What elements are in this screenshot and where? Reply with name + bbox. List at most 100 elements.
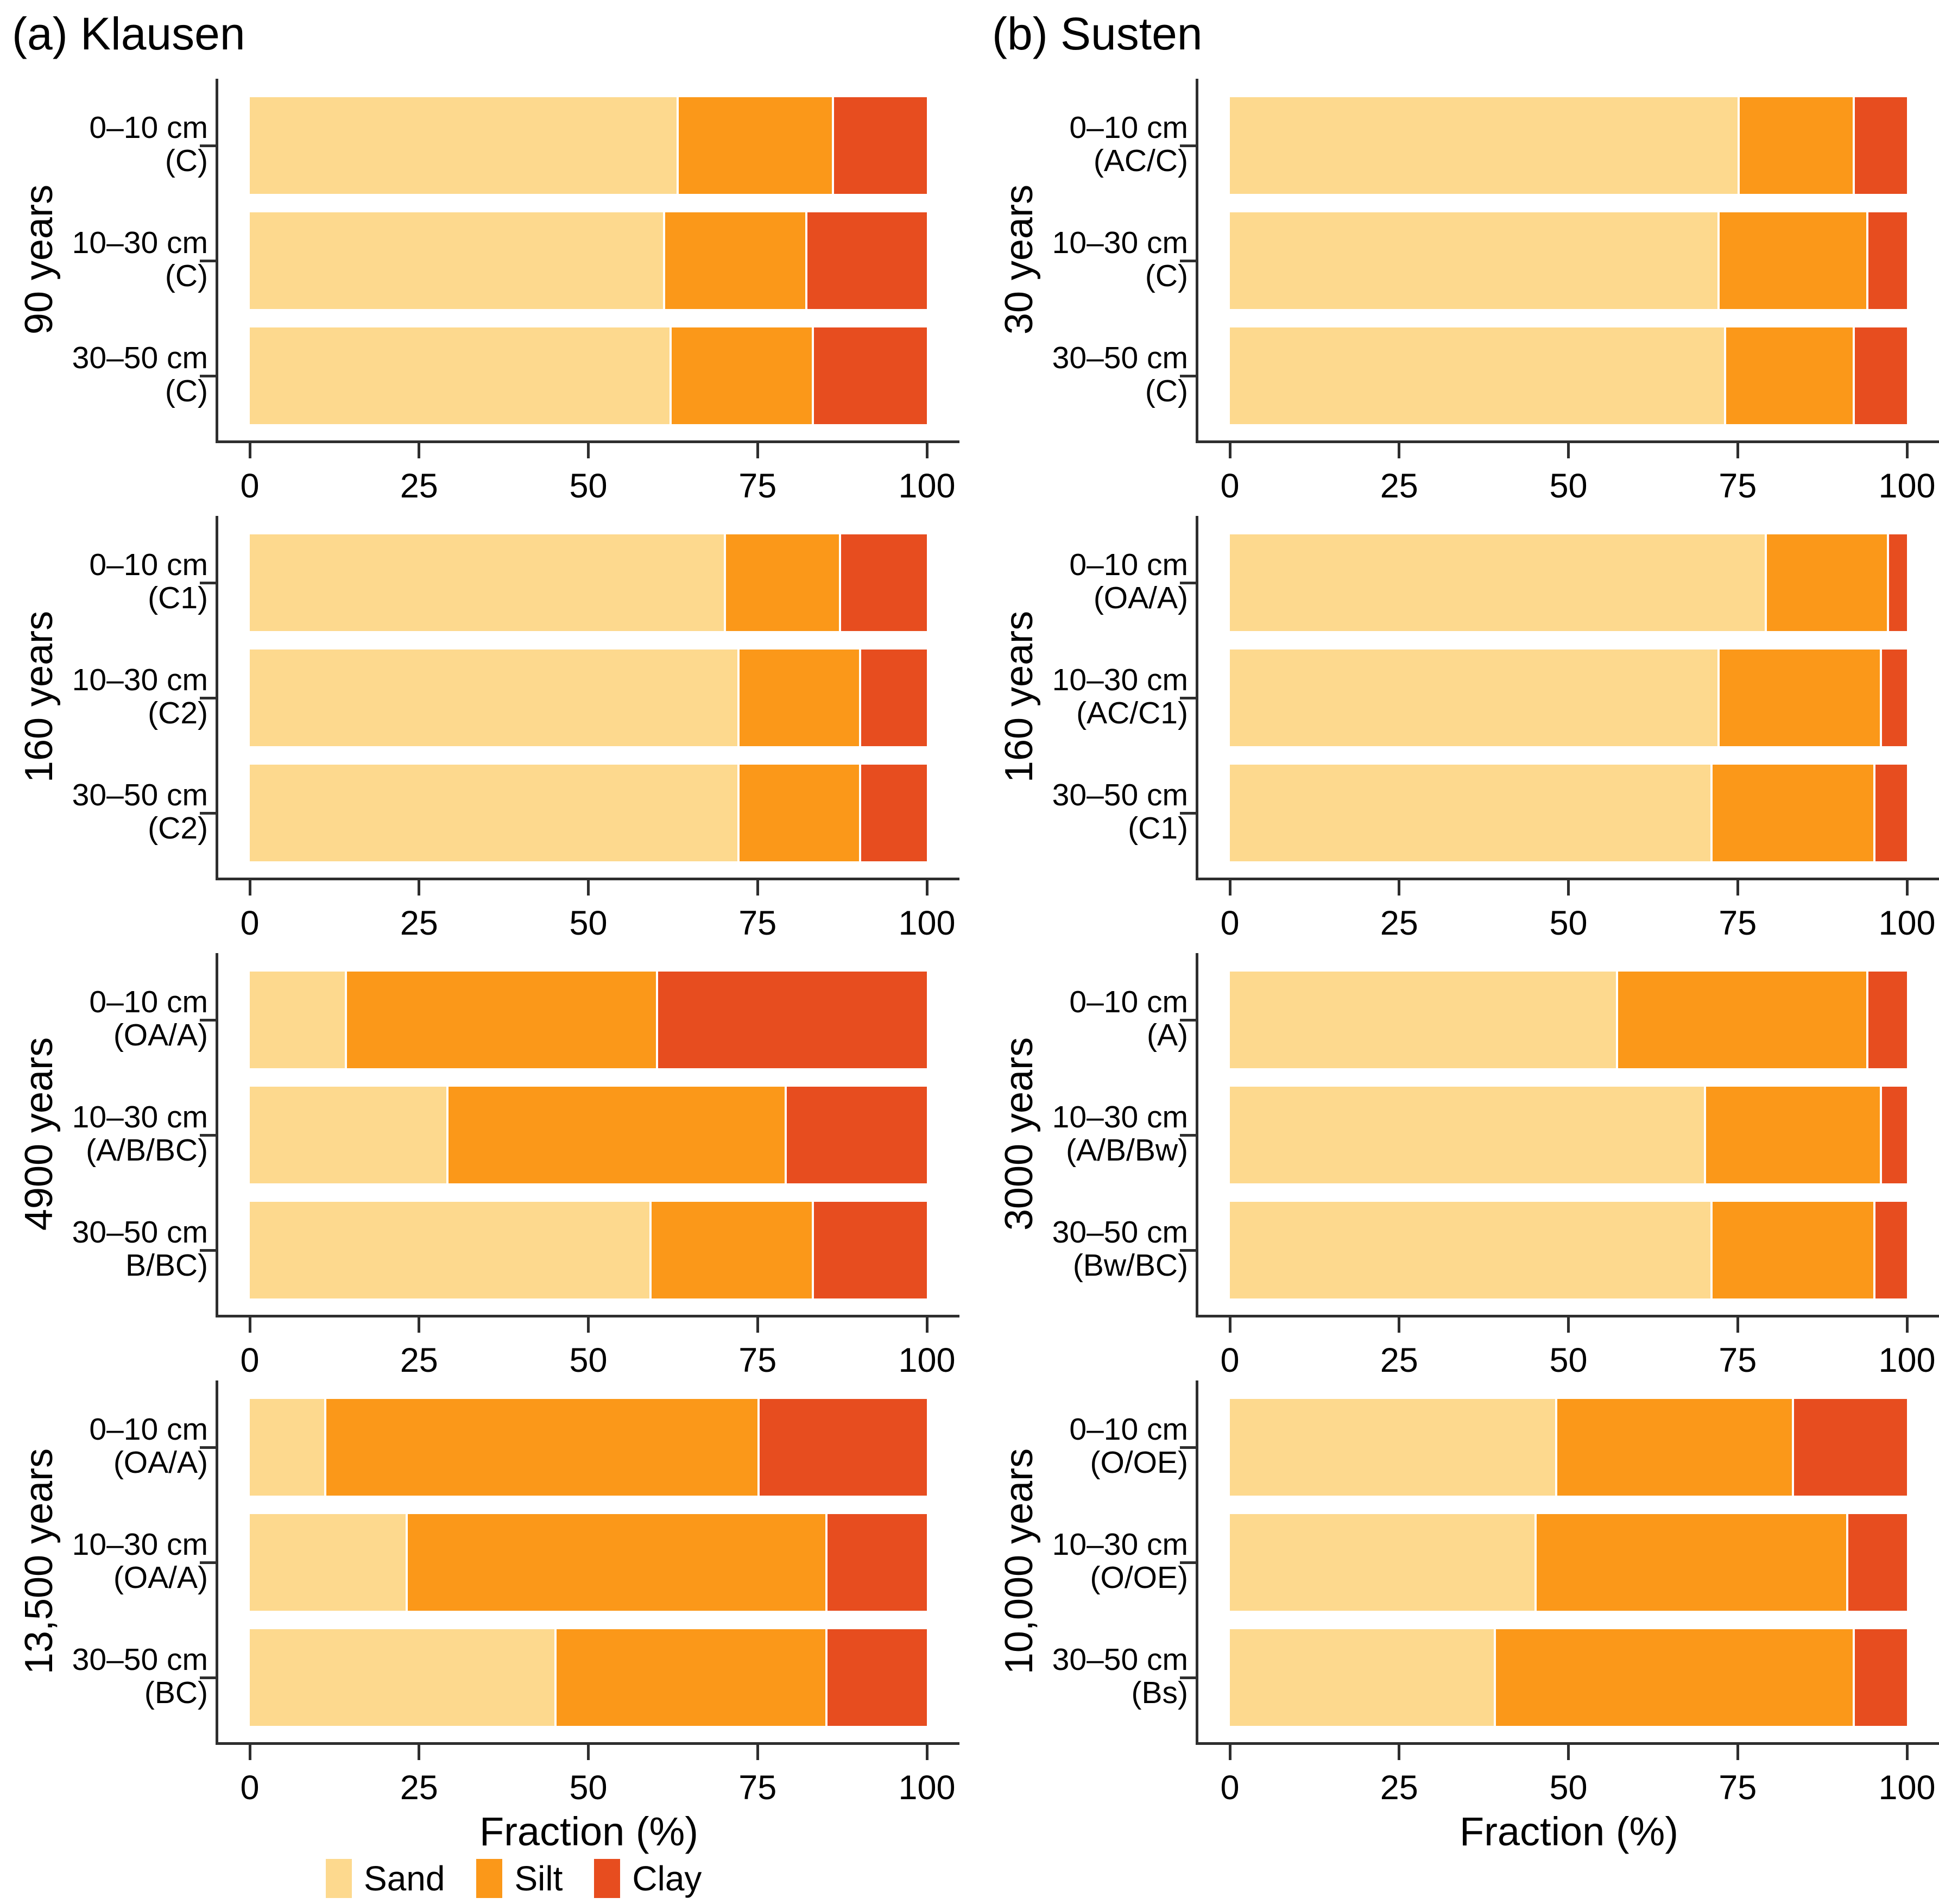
row-label: 10–30 cm (OA/A) [4, 1528, 208, 1594]
y-tick [1180, 1561, 1198, 1564]
depth-label: 10–30 cm [72, 225, 208, 260]
bar-segment-clay [1866, 972, 1907, 1068]
x-tick-label: 100 [898, 1341, 956, 1379]
stacked-bar [250, 972, 927, 1068]
horizon-label: (C) [1145, 374, 1188, 408]
x-tick-label: 25 [400, 1341, 438, 1379]
bar-segment-sand [250, 765, 737, 861]
horizon-label: (C) [165, 259, 208, 293]
depth-label: 30–50 cm [1052, 1215, 1188, 1250]
x-tick-label: 0 [1220, 467, 1240, 505]
x-tick-label: 100 [1878, 904, 1936, 942]
depth-label: 0–10 cm [1069, 110, 1188, 145]
panel-title-klausen: (a) Klausen [12, 8, 245, 59]
stacked-bar [250, 1514, 927, 1611]
y-tick [200, 697, 218, 699]
column-a: (a) Klausen Fraction (%) 90 years 0–10 cm… [0, 8, 972, 1854]
bar-segment-sand [1230, 765, 1711, 861]
depth-label: 0–10 cm [1069, 985, 1188, 1019]
horizon-label: (O/OE) [1090, 1445, 1189, 1480]
row-label: 10–30 cm (C) [984, 226, 1188, 293]
bar-segment-clay [1873, 765, 1907, 861]
x-tick [1398, 1745, 1401, 1760]
plot-area [200, 953, 959, 1317]
x-tick [756, 1745, 759, 1760]
y-tick [1180, 1446, 1198, 1449]
bar-segment-sand [250, 1087, 446, 1183]
x-tick [1905, 443, 1909, 458]
x-tick-label: 50 [1549, 467, 1588, 505]
depth-label: 0–10 cm [1069, 547, 1188, 582]
x-tick [1736, 1317, 1739, 1333]
horizon-label: (OA/A) [113, 1560, 208, 1595]
x-tick [1228, 880, 1231, 896]
x-tick [418, 443, 421, 458]
horizon-label: (C) [165, 143, 208, 178]
bar-segment-sand [1230, 1087, 1704, 1183]
panel-a-4: 13,500 years 0–10 cm (OA/A) 10–30 cm (OA/A) 3… [0, 1380, 972, 1810]
horizon-label: (A/B/Bw) [1066, 1133, 1188, 1168]
x-tick-label: 0 [1220, 1341, 1240, 1379]
x-tick-label: 0 [1220, 904, 1240, 942]
x-tick [1567, 1745, 1570, 1760]
depth-label: 10–30 cm [72, 1527, 208, 1562]
row-label: 0–10 cm (C) [4, 111, 208, 178]
bar-segment-silt [1710, 1202, 1873, 1298]
bar-segment-clay [825, 1629, 927, 1726]
stacked-bar [250, 650, 927, 746]
x-tick [1228, 443, 1231, 458]
x-tick [248, 443, 251, 458]
bar-segment-silt [344, 972, 656, 1068]
y-tick [1180, 1134, 1198, 1137]
y-tick [1180, 697, 1198, 699]
x-tick-label: 75 [1719, 1769, 1757, 1807]
depth-label: 10–30 cm [1052, 1527, 1188, 1562]
panel-a-1: 90 years 0–10 cm (C) 10–30 cm (C) 30–50 cm (C)… [0, 79, 972, 508]
bar-segment-sand [250, 97, 677, 194]
x-tick [418, 1317, 421, 1333]
row-label: 10–30 cm (AC/C1) [984, 664, 1188, 730]
x-tick [587, 443, 590, 458]
x-tick-label: 25 [400, 467, 438, 505]
x-tick [756, 443, 759, 458]
x-tick-label: 100 [1878, 1341, 1936, 1379]
x-tick-label: 75 [738, 1769, 777, 1807]
bar-segment-clay [1853, 97, 1907, 194]
horizon-label: (C) [165, 374, 208, 408]
row-label: 0–10 cm (OA/A) [4, 1413, 208, 1479]
depth-label: 30–50 cm [1052, 778, 1188, 812]
x-tick-label: 100 [898, 904, 956, 942]
row-label: 30–50 cm (C) [984, 342, 1188, 408]
bar-segment-silt [662, 212, 805, 309]
stacked-bar [1230, 1087, 1907, 1183]
x-tick-label: 25 [400, 904, 438, 942]
bar-segment-clay [1791, 1399, 1907, 1496]
bar-segment-sand [250, 1202, 649, 1298]
row-label: 0–10 cm (OA/A) [984, 548, 1188, 615]
stacked-bar [250, 97, 927, 194]
horizon-label: (AC/C1) [1076, 696, 1188, 730]
x-tick [925, 443, 929, 458]
legend: Sand Silt Clay [326, 1858, 733, 1899]
x-tick-label: 25 [1380, 1769, 1418, 1807]
stacked-bar [1230, 1399, 1907, 1496]
y-tick [1180, 375, 1198, 377]
y-tick [200, 375, 218, 377]
x-tick-label: 0 [240, 1769, 260, 1807]
x-tick [1567, 880, 1570, 896]
row-label: 0–10 cm (AC/C) [984, 111, 1188, 178]
x-tick [1228, 1745, 1231, 1760]
x-tick-label: 100 [1878, 1769, 1936, 1807]
bar-segment-clay [785, 1087, 927, 1183]
y-tick [1180, 144, 1198, 147]
stacked-bar [1230, 1629, 1907, 1726]
row-label: 30–50 cm (Bs) [984, 1643, 1188, 1710]
bar-segment-sand [1230, 1514, 1535, 1611]
x-axis-label-susten: Fraction (%) [1460, 1809, 1678, 1854]
x-tick [418, 1745, 421, 1760]
y-tick [200, 260, 218, 262]
panel-title-susten: (b) Susten [992, 8, 1203, 59]
y-tick [1180, 1249, 1198, 1252]
row-label: 0–10 cm (C1) [4, 548, 208, 615]
bar-segment-silt [737, 765, 860, 861]
